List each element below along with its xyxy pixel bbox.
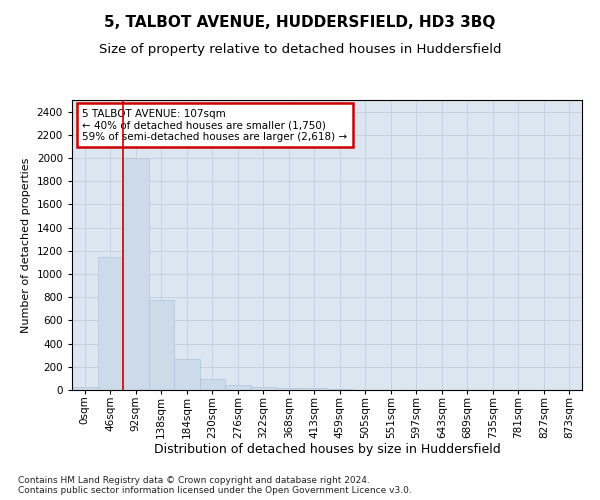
Bar: [225, 385, 251, 390]
Text: 5, TALBOT AVENUE, HUDDERSFIELD, HD3 3BQ: 5, TALBOT AVENUE, HUDDERSFIELD, HD3 3BQ: [104, 15, 496, 30]
Bar: [199, 379, 225, 390]
Bar: [251, 387, 276, 390]
Bar: [149, 300, 174, 390]
Bar: [302, 388, 327, 390]
Bar: [123, 158, 149, 390]
Text: Size of property relative to detached houses in Huddersfield: Size of property relative to detached ho…: [99, 42, 501, 56]
X-axis label: Distribution of detached houses by size in Huddersfield: Distribution of detached houses by size …: [154, 443, 500, 456]
Text: 5 TALBOT AVENUE: 107sqm
← 40% of detached houses are smaller (1,750)
59% of semi: 5 TALBOT AVENUE: 107sqm ← 40% of detache…: [82, 108, 347, 142]
Bar: [327, 388, 353, 390]
Bar: [97, 256, 123, 390]
Bar: [174, 358, 199, 390]
Bar: [72, 386, 97, 390]
Bar: [276, 388, 302, 390]
Text: Contains HM Land Registry data © Crown copyright and database right 2024.
Contai: Contains HM Land Registry data © Crown c…: [18, 476, 412, 495]
Y-axis label: Number of detached properties: Number of detached properties: [21, 158, 31, 332]
